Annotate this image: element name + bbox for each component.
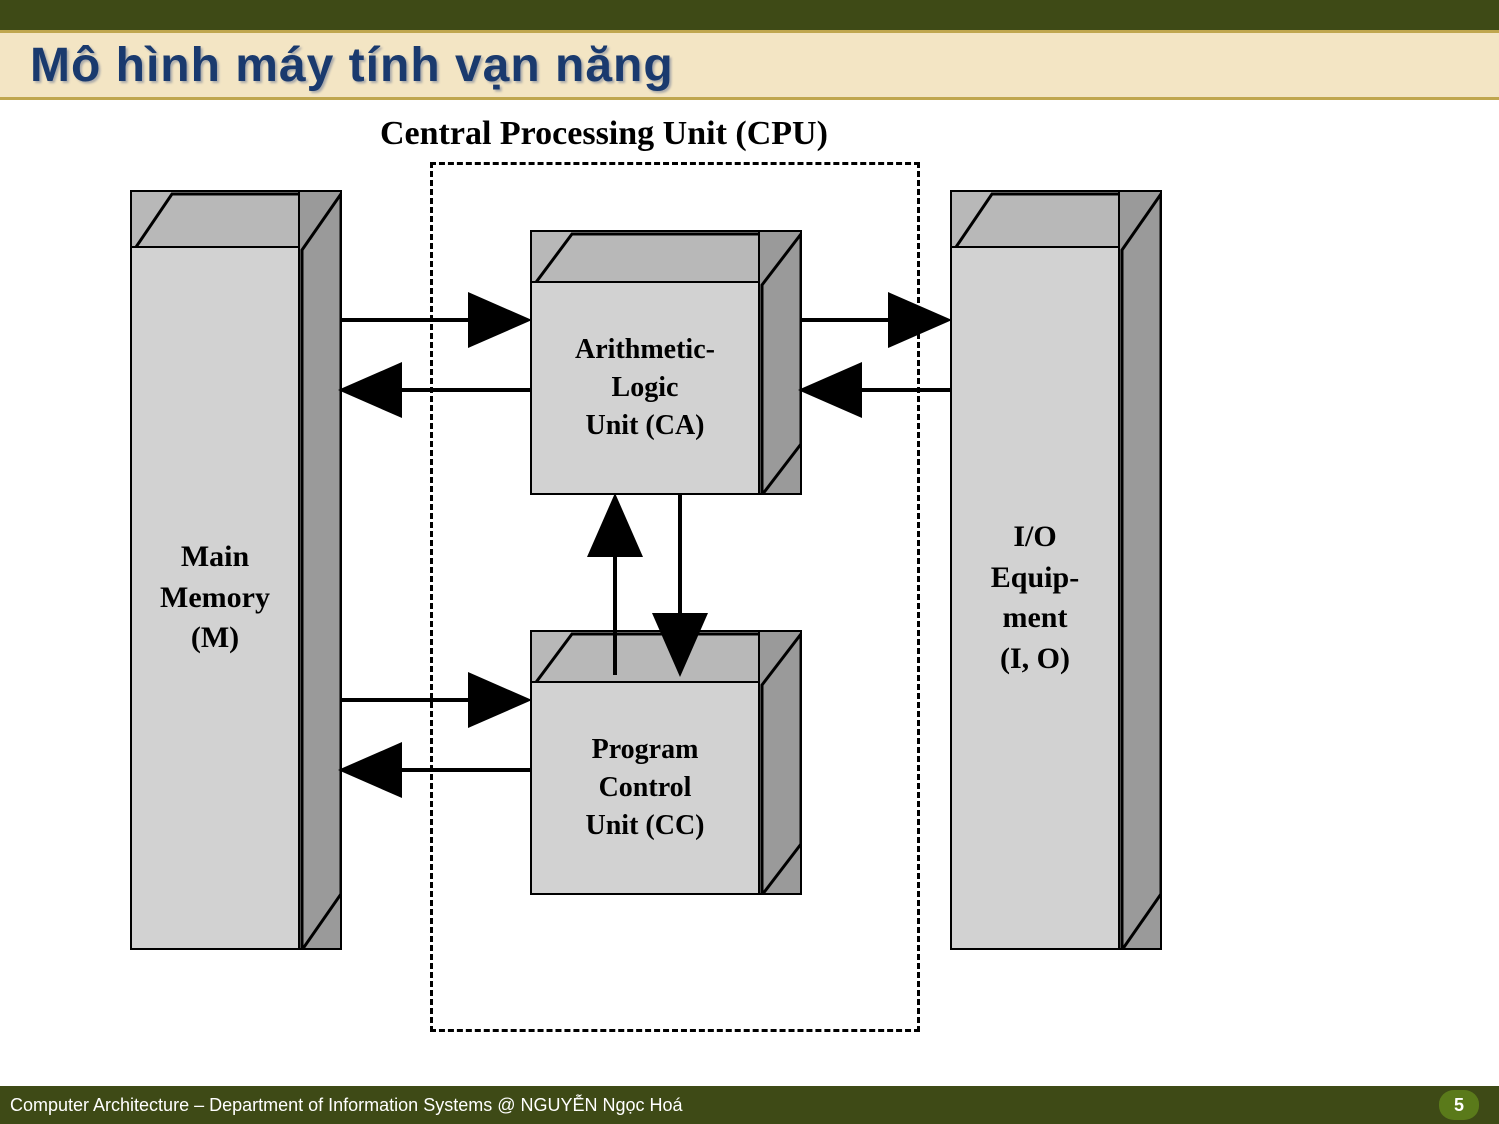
label-line: Program [592,734,699,765]
footer-text: Computer Architecture – Department of In… [10,1095,683,1116]
top-bar [0,0,1499,30]
label-line: Unit (CC) [586,810,705,841]
box-label-memory: Main Memory (M) [160,537,270,659]
label-line: (M) [191,621,239,654]
label-line: I/O [1013,520,1056,553]
label-line: ment [1003,601,1068,634]
page-number-badge: 5 [1439,1090,1479,1120]
label-line: Logic [612,372,679,403]
label-line: Arithmetic- [575,334,715,365]
label-line: Control [599,772,692,803]
box-side [1118,190,1162,950]
page-number: 5 [1454,1095,1464,1116]
slide-title: Mô hình máy tính vạn năng [30,38,674,93]
cpu-label: Central Processing Unit (CPU) [380,115,828,153]
diagram-area: Central Processing Unit (CPU) Main Memor… [0,100,1499,1060]
label-line: (I, O) [1000,642,1070,675]
box-front: Main Memory (M) [130,246,300,950]
label-line: Memory [160,581,270,614]
box-side [758,230,802,495]
label-line: Equip- [991,561,1079,594]
box-front: Arithmetic- Logic Unit (CA) [530,281,760,495]
label-line: Main [181,540,249,573]
footer-bar: Computer Architecture – Department of In… [0,1086,1499,1124]
box-label-io: I/O Equip- ment (I, O) [991,517,1079,679]
title-bar: Mô hình máy tính vạn năng [0,30,1499,100]
box-side [298,190,342,950]
box-label-pcu: Program Control Unit (CC) [586,731,705,844]
box-side [758,630,802,895]
box-label-alu: Arithmetic- Logic Unit (CA) [575,331,715,444]
box-front: I/O Equip- ment (I, O) [950,246,1120,950]
box-front: Program Control Unit (CC) [530,681,760,895]
label-line: Unit (CA) [586,410,705,441]
